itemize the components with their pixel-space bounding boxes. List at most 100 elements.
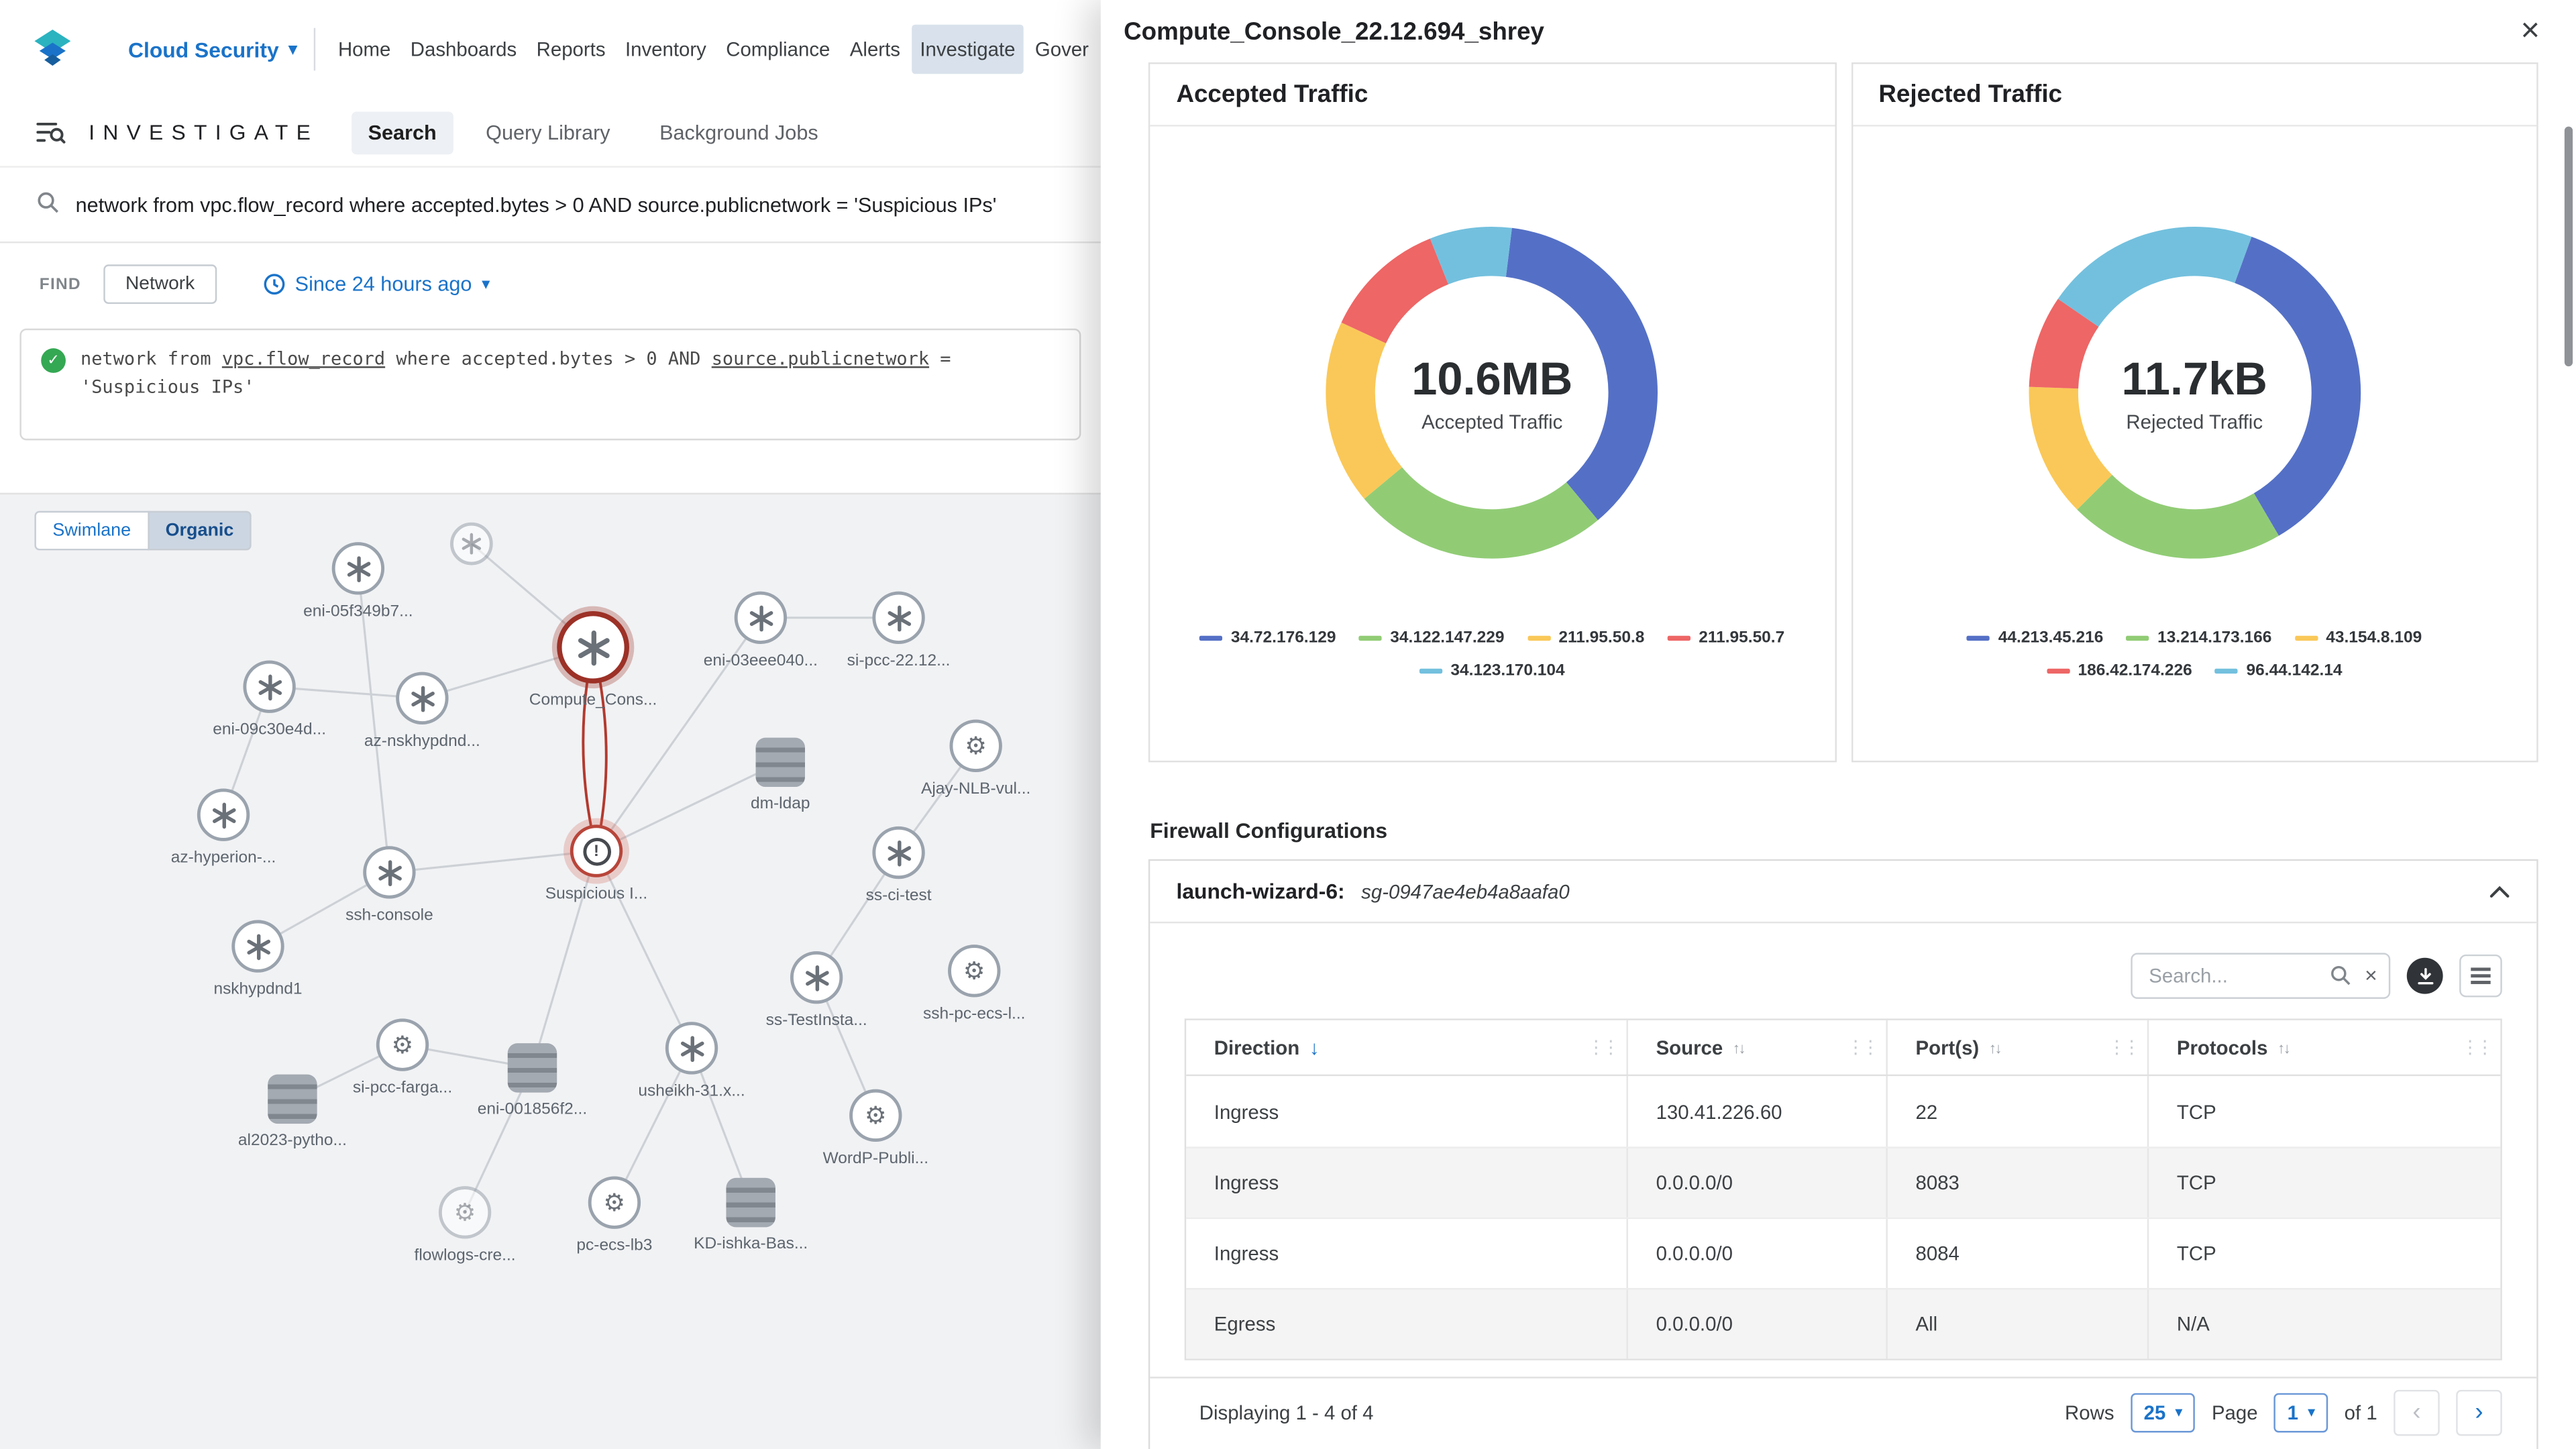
tab-background-jobs[interactable]: Background Jobs xyxy=(659,121,818,144)
graph-view-toggle: Swimlane Organic xyxy=(34,511,252,551)
graph-node-usheikh-31-x[interactable] xyxy=(665,1022,718,1075)
sort-icon[interactable]: ↑↓ xyxy=(1988,1038,2002,1056)
nav-item-gover[interactable]: Gover xyxy=(1034,38,1089,61)
table-cell: Egress xyxy=(1214,1312,1276,1336)
download-button[interactable] xyxy=(2406,957,2443,994)
view-toggle-swimlane[interactable]: Swimlane xyxy=(34,511,150,551)
table-cell: Ingress xyxy=(1214,1099,1279,1123)
code-token: vpc.flow_record xyxy=(221,348,386,370)
table-body: Ingress 130.41.226.60 22 TCP Ingress 0.0.0.0/… xyxy=(1186,1076,2501,1359)
legend-item[interactable]: 34.72.176.129 xyxy=(1199,629,1336,647)
table-cell: 130.41.226.60 xyxy=(1626,1076,1886,1147)
legend-item[interactable]: 211.95.50.8 xyxy=(1527,629,1645,647)
graph-node-wordp-publi[interactable]: ⚙ xyxy=(849,1089,902,1142)
time-range-dropdown[interactable]: Since 24 hours ago ▾ xyxy=(262,273,490,296)
graph-node-az-nskhypdnd[interactable] xyxy=(396,672,449,724)
graph-node-ajay-nlb-vul[interactable]: ⚙ xyxy=(949,719,1002,773)
download-icon xyxy=(2417,967,2433,984)
column-header-source[interactable]: Source ↑↓ ⋮⋮ xyxy=(1626,1020,1886,1075)
nav-item-dashboards[interactable]: Dashboards xyxy=(410,38,517,61)
asterisk-icon xyxy=(680,1035,704,1061)
graph-node-label: Suspicious I... xyxy=(545,885,648,904)
drag-handle-icon[interactable]: ⋮⋮ xyxy=(1587,1038,1620,1059)
graph-node-si-pcc-22-12[interactable] xyxy=(872,591,925,644)
search-icon[interactable] xyxy=(2330,965,2351,986)
drag-handle-icon[interactable]: ⋮⋮ xyxy=(1846,1038,1880,1059)
column-header-direction[interactable]: Direction ↓ ⋮⋮ xyxy=(1186,1020,1626,1075)
nav-item-investigate[interactable]: Investigate xyxy=(912,24,1024,74)
nav-item-inventory[interactable]: Inventory xyxy=(625,38,706,61)
graph-node-eni-001856f2[interactable] xyxy=(507,1043,557,1093)
chevron-down-icon: ▾ xyxy=(2176,1404,2182,1419)
nav-item-reports[interactable]: Reports xyxy=(536,38,606,61)
success-check-icon: ✓ xyxy=(41,348,66,373)
main-nav: Home Dashboards Reports Inventory Compliance… xyxy=(328,24,1098,74)
accordion-header[interactable]: launch-wizard-6: sg-0947ae4eb4a8aafa0 xyxy=(1150,861,2537,924)
graph-node-top2[interactable] xyxy=(450,522,493,566)
legend-item[interactable]: 43.154.8.109 xyxy=(2294,629,2422,647)
graph-node-suspicious-i[interactable]: ! xyxy=(570,824,623,877)
legend-item[interactable]: 96.44.142.14 xyxy=(2214,662,2343,680)
asterisk-icon xyxy=(258,674,281,700)
table-search-input[interactable] xyxy=(2131,953,2391,999)
graph-node-eni-03eee040[interactable] xyxy=(734,591,788,644)
column-header-protocols[interactable]: Protocols ↑↓ ⋮⋮ xyxy=(2147,1020,2501,1075)
firewall-rules-table: Direction ↓ ⋮⋮ Source ↑↓ ⋮⋮ Port(s) ↑↓ ⋮⋮ Protoco… xyxy=(1184,1018,2502,1360)
drag-handle-icon[interactable]: ⋮⋮ xyxy=(2108,1038,2141,1059)
graph-node-pc-ecs-lb3[interactable]: ⚙ xyxy=(588,1176,641,1229)
column-settings-button[interactable] xyxy=(2459,954,2502,998)
close-button[interactable]: × xyxy=(2520,13,2540,50)
nav-item-compliance[interactable]: Compliance xyxy=(726,38,830,61)
graph-node-al2023-pytho[interactable] xyxy=(268,1074,317,1124)
next-page-button[interactable]: › xyxy=(2456,1389,2502,1436)
chart-legend: 44.213.45.216 13.214.173.166 43.154.8.109 1… xyxy=(1852,629,2536,680)
graph-node-ss-testinsta[interactable] xyxy=(790,951,843,1004)
page-select[interactable]: 1 ▾ xyxy=(2274,1392,2328,1432)
graph-node-si-pcc-farga[interactable]: ⚙ xyxy=(376,1018,429,1071)
legend-item[interactable]: 34.123.170.104 xyxy=(1419,662,1565,680)
sort-icon[interactable]: ↑↓ xyxy=(1732,1038,1746,1056)
filter-search-icon[interactable] xyxy=(36,120,66,145)
legend-label: 211.95.50.8 xyxy=(1558,629,1645,647)
security-group-id: sg-0947ae4eb4a8aafa0 xyxy=(1361,879,1570,903)
graph-node-compute-cons[interactable] xyxy=(557,611,629,684)
query-search-input[interactable]: network from vpc.flow_record where accep… xyxy=(0,168,1101,244)
product-switcher[interactable]: Cloud Security ▾ xyxy=(128,37,297,62)
sort-icon[interactable]: ↓ xyxy=(1309,1036,1320,1059)
graph-node-label: Ajay-NLB-vul... xyxy=(921,780,1031,799)
graph-node-flowlogs-cre[interactable]: ⚙ xyxy=(438,1186,492,1239)
view-toggle-organic[interactable]: Organic xyxy=(147,511,252,551)
table-cell: TCP xyxy=(2147,1219,2501,1288)
nav-item-alerts[interactable]: Alerts xyxy=(849,38,900,61)
legend-label: 34.72.176.129 xyxy=(1230,629,1336,647)
graph-node-nskhypdnd1[interactable] xyxy=(231,920,284,973)
donut-chart: 11.7kB Rejected Traffic xyxy=(2010,209,2379,577)
drag-handle-icon[interactable]: ⋮⋮ xyxy=(2461,1038,2494,1059)
graph-node-ssh-pc-ecs-l[interactable]: ⚙ xyxy=(948,945,1001,998)
legend-item[interactable]: 211.95.50.7 xyxy=(1667,629,1784,647)
prev-page-button[interactable]: ‹ xyxy=(2394,1389,2440,1436)
sort-icon[interactable]: ↑↓ xyxy=(2277,1038,2291,1056)
graph-node-eni-09c30e4d[interactable] xyxy=(243,660,296,713)
graph-node-eni-05f349b7[interactable] xyxy=(331,542,385,595)
legend-item[interactable]: 13.214.173.166 xyxy=(2126,629,2271,647)
graph-node-kd-ishka-bas[interactable] xyxy=(726,1177,775,1228)
legend-item[interactable]: 44.213.45.216 xyxy=(1967,629,2103,647)
column-header-port-s[interactable]: Port(s) ↑↓ ⋮⋮ xyxy=(1886,1020,2147,1075)
scrollbar-thumb[interactable] xyxy=(2564,126,2573,367)
graph-node-ssh-console[interactable] xyxy=(363,846,416,899)
nav-item-home[interactable]: Home xyxy=(337,38,391,61)
legend-item[interactable]: 186.42.174.226 xyxy=(2046,662,2192,680)
graph-nodes: eni-05f349b7... Compute_Cons... eni-03eee0… xyxy=(0,494,1101,1449)
tab-query-library[interactable]: Query Library xyxy=(486,121,610,144)
graph-node-ss-ci-test[interactable] xyxy=(872,826,925,879)
graph-node-az-hyperion[interactable] xyxy=(197,788,250,841)
tab-search[interactable]: Search xyxy=(352,111,453,154)
clear-search-icon[interactable]: × xyxy=(2365,963,2377,987)
entity-type-chip[interactable]: Network xyxy=(104,264,217,305)
legend-item[interactable]: 34.122.147.229 xyxy=(1358,629,1505,647)
rows-per-page-select[interactable]: 25 ▾ xyxy=(2131,1392,2196,1432)
chevron-up-icon xyxy=(2489,885,2510,898)
graph-node-dm-ldap[interactable] xyxy=(755,737,805,788)
table-toolbar: × xyxy=(1150,953,2502,999)
